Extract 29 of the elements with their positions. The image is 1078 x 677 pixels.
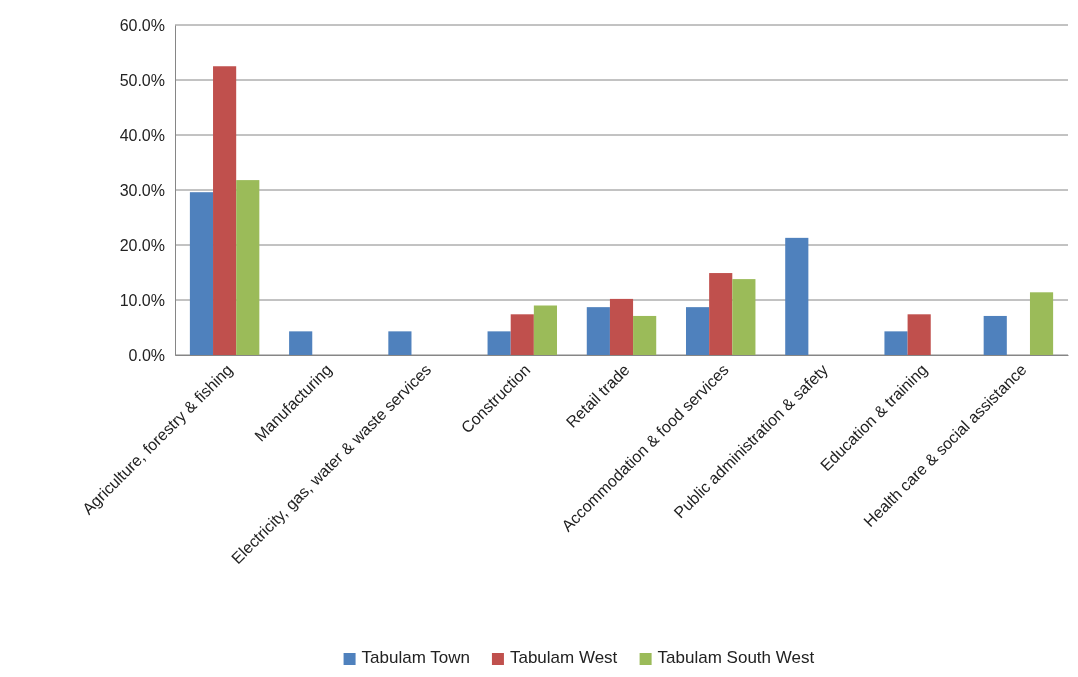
- bar: [289, 331, 313, 355]
- bar: [1029, 292, 1054, 355]
- bar: [785, 237, 809, 355]
- bar: [586, 307, 610, 355]
- bar: [213, 66, 237, 355]
- bar: [236, 180, 260, 355]
- bar: [189, 192, 214, 355]
- y-tick-label: 60.0%: [119, 16, 165, 34]
- bar: [388, 331, 412, 355]
- bar: [510, 314, 534, 355]
- y-tick-label: 20.0%: [119, 236, 165, 254]
- bar: [907, 314, 931, 355]
- y-tick-label: 40.0%: [119, 126, 165, 144]
- bar: [732, 279, 756, 355]
- bar: [983, 315, 1007, 355]
- bar: [685, 307, 710, 355]
- legend-label: Tabulam West: [509, 648, 618, 667]
- bar: [633, 315, 657, 355]
- bar: [487, 331, 511, 355]
- bar: [709, 273, 733, 355]
- y-tick-label: 10.0%: [119, 291, 165, 309]
- y-tick-label: 30.0%: [119, 181, 165, 199]
- bar: [533, 305, 558, 355]
- legend-label: Tabulam Town: [361, 648, 470, 667]
- y-tick-label: 50.0%: [119, 71, 165, 89]
- bar: [609, 298, 634, 355]
- legend-label: Tabulam South West: [657, 648, 815, 667]
- bar: [884, 331, 908, 355]
- y-tick-label: 0.0%: [128, 346, 165, 364]
